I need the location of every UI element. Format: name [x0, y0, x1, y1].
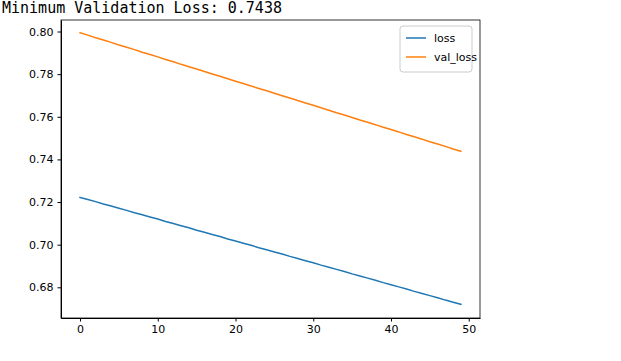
line	[80, 197, 461, 304]
x-tick-label: 20	[229, 323, 243, 336]
x-tick-mark	[313, 318, 314, 322]
y-tick-mark	[58, 202, 62, 203]
legend: loss val_loss	[400, 26, 477, 72]
y-tick-mark	[58, 32, 62, 33]
x-tick-mark	[391, 318, 392, 322]
y-tick-label: 0.74	[29, 153, 54, 166]
y-tick-mark	[58, 117, 62, 118]
x-tick: 0	[77, 318, 84, 336]
x-tick-label: 10	[151, 323, 165, 336]
x-tick-mark	[236, 318, 237, 322]
legend-swatch	[406, 37, 426, 39]
y-tick: 0.72	[29, 196, 61, 209]
y-tick-label: 0.76	[29, 111, 54, 124]
y-tick-label: 0.80	[29, 26, 54, 39]
y-tick-label: 0.68	[29, 281, 54, 294]
lines	[80, 33, 461, 305]
y-axis: 0.68 0.70 0.72 0.74 0.76 0.78 0.80	[29, 21, 62, 319]
x-tick: 40	[384, 318, 398, 336]
x-tick-label: 30	[307, 323, 321, 336]
x-tick-label: 0	[77, 323, 84, 336]
y-tick-mark	[58, 287, 62, 288]
y-tick: 0.70	[29, 239, 61, 252]
x-tick: 30	[307, 318, 321, 336]
y-tick: 0.68	[29, 281, 61, 294]
y-tick-label: 0.70	[29, 239, 54, 252]
x-tick-label: 40	[384, 323, 398, 336]
title: Minimum Validation Loss: 0.7438	[2, 0, 282, 17]
x-tick-mark	[158, 318, 159, 322]
x-tick-label: 50	[462, 323, 476, 336]
y-tick: 0.74	[29, 153, 61, 166]
y-tick-mark	[58, 159, 62, 160]
y-tick: 0.80	[29, 26, 61, 39]
x-tick: 20	[229, 318, 243, 336]
chart: Minimum Validation Loss: 0.7438 0 10 20 30 40…	[0, 0, 621, 361]
x-tick: 10	[151, 318, 165, 336]
plot-frame	[61, 20, 480, 318]
y-tick-label: 0.72	[29, 196, 54, 209]
y-tick-mark	[58, 245, 62, 246]
x-tick: 50	[462, 318, 476, 336]
x-tick-mark	[80, 318, 81, 322]
y-tick: 0.76	[29, 111, 61, 124]
legend-box	[400, 26, 472, 72]
x-tick-mark	[469, 318, 470, 322]
x-axis: 0 10 20 30 40 50	[62, 318, 481, 336]
y-tick-mark	[58, 74, 62, 75]
legend-label: loss	[434, 32, 456, 45]
legend-swatch	[406, 56, 426, 58]
legend-label: val_loss	[434, 51, 477, 64]
y-tick: 0.78	[29, 68, 61, 81]
y-tick-label: 0.78	[29, 68, 54, 81]
